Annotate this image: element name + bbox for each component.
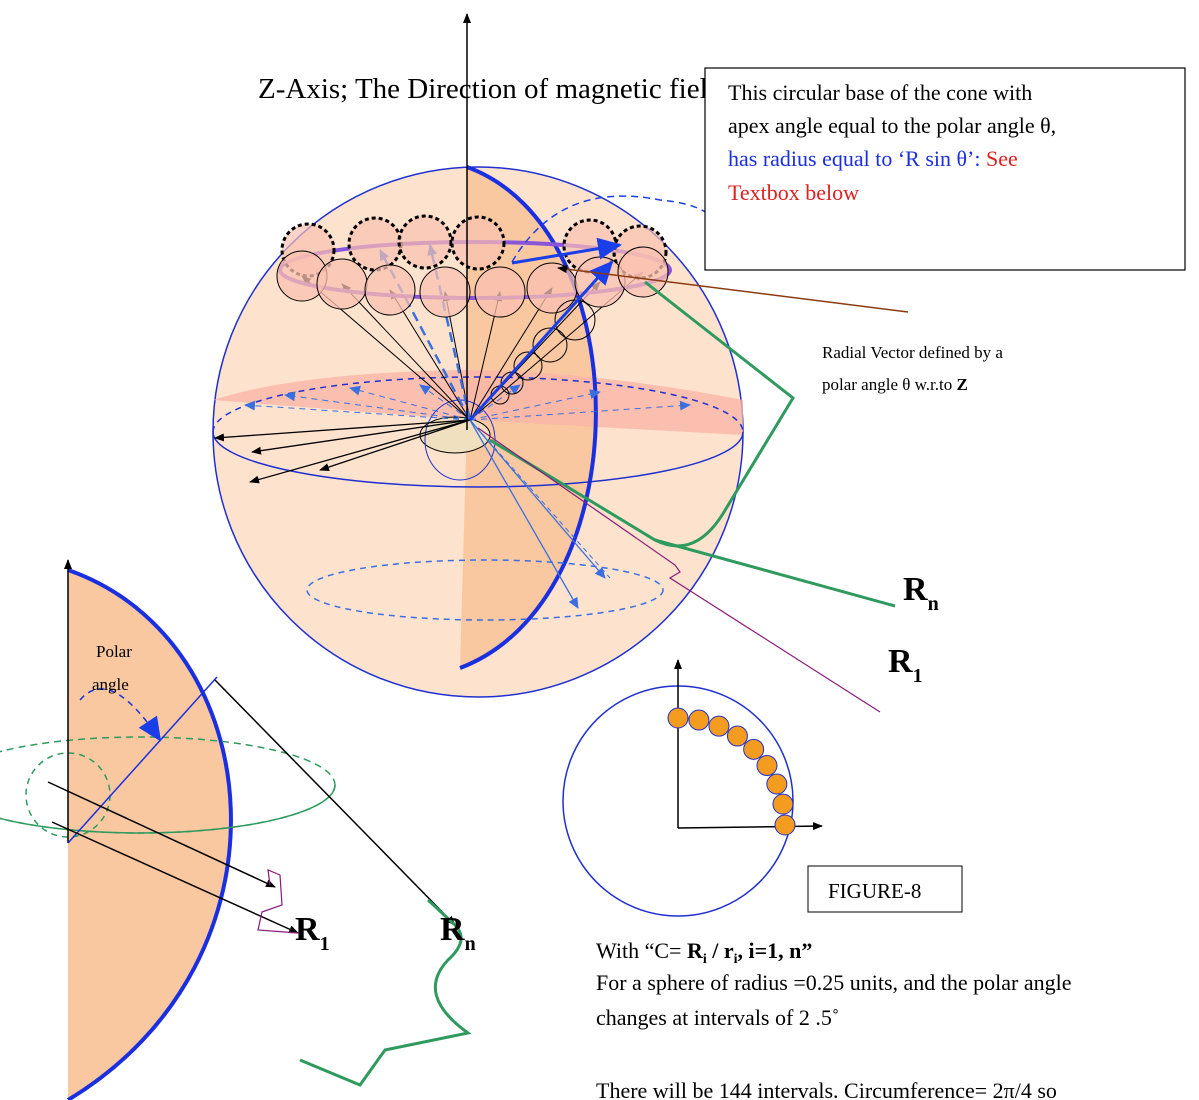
textbox-line: Textbox below xyxy=(728,180,859,205)
label-main: R xyxy=(440,911,465,948)
textbox-line: This circular base of the cone with xyxy=(728,80,1032,105)
note-bold: Z xyxy=(957,375,968,394)
fig8-dot xyxy=(727,726,747,746)
page: {"title": "Z-Axis; The Direction of magn… xyxy=(0,0,1199,1100)
front-circle xyxy=(618,247,668,297)
eq-bold: R xyxy=(687,938,704,963)
body-line: For a sphere of radius =0.25 units, and … xyxy=(596,970,1072,995)
front-circle xyxy=(317,259,367,309)
label-sub: n xyxy=(928,593,939,615)
fig8-dot xyxy=(767,774,787,794)
label-sub: 1 xyxy=(320,933,330,955)
figure-label: FIGURE-8 xyxy=(828,879,921,903)
label-sub: 1 xyxy=(913,665,923,687)
rn-arrow xyxy=(215,680,455,925)
polar-label: Polar xyxy=(96,642,132,661)
fig8-dot xyxy=(709,716,729,736)
fig8-dot xyxy=(744,739,764,759)
front-circle xyxy=(420,267,470,317)
body-line: There will be 144 intervals. Circumferen… xyxy=(596,1078,1057,1100)
note-text: polar angle θ w.r.to xyxy=(822,375,952,394)
fig8-dot xyxy=(775,815,795,835)
eq-bold: , i=1, n” xyxy=(738,938,813,963)
polar-label: angle xyxy=(92,675,129,694)
note: polar angle θ w.r.to Z xyxy=(822,375,968,394)
back-circle xyxy=(452,217,504,269)
body-line: changes at intervals of 2 .5˚ xyxy=(596,1005,839,1030)
equation: With “C= Ri / ri, i=1, n” xyxy=(596,938,812,967)
fig8-dots xyxy=(668,708,795,835)
textbox-red: See xyxy=(986,146,1018,171)
textbox-line: apex angle equal to the polar angle θ, xyxy=(728,113,1056,138)
textbox-line: has radius equal to ‘R sin θ’: See xyxy=(728,146,1018,171)
diagram: Z-Axis; The Direction of magnetic field … xyxy=(0,0,1199,1100)
fig8-dot xyxy=(689,710,709,730)
fig8-dot xyxy=(668,708,688,728)
back-circle xyxy=(349,218,401,270)
front-circle xyxy=(527,263,577,313)
front-circle xyxy=(575,257,625,307)
front-circle xyxy=(475,267,525,317)
label-main: R xyxy=(903,571,928,608)
label-sub: n xyxy=(465,933,476,955)
label-main: R xyxy=(888,643,913,680)
eq-bold: / xyxy=(711,938,719,963)
fig8-dot xyxy=(757,756,777,776)
label: Rn xyxy=(903,571,939,615)
textbox-blue: has radius equal to ‘R sin θ’: xyxy=(728,146,981,171)
fig8-dot xyxy=(773,794,793,814)
label: R1 xyxy=(295,911,330,955)
eq-text: With “C= xyxy=(596,938,681,963)
label-main: R xyxy=(295,911,320,948)
title: Z-Axis; The Direction of magnetic field xyxy=(258,73,723,105)
half-disc xyxy=(68,570,231,1100)
label: R1 xyxy=(888,643,923,687)
note: Radial Vector defined by a xyxy=(822,343,1003,362)
eq-bold: r xyxy=(724,938,734,963)
back-circle xyxy=(399,216,451,268)
front-circle xyxy=(365,265,415,315)
fig8-axis xyxy=(678,826,822,828)
